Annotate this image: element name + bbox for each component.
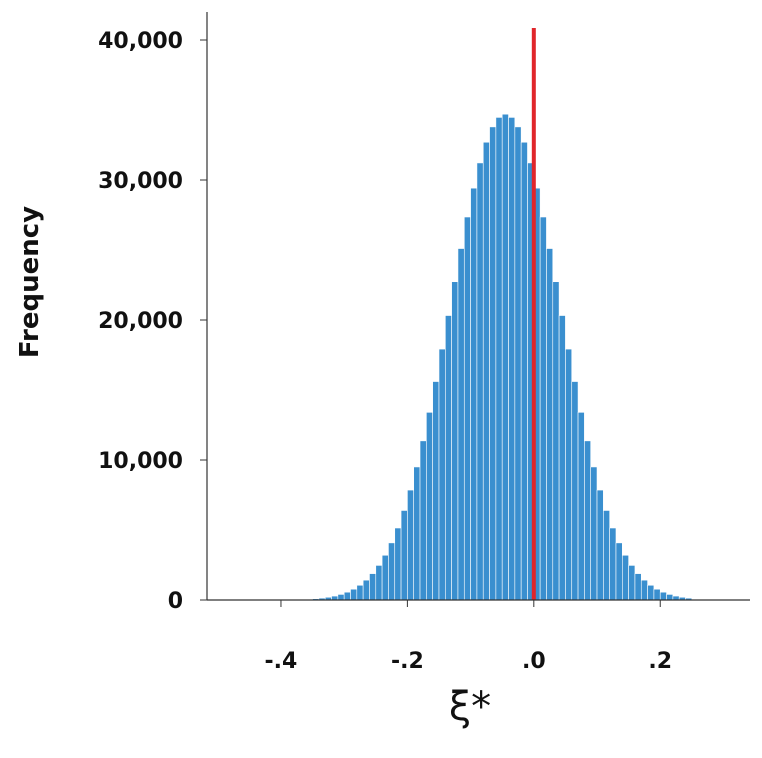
bar — [426, 412, 433, 601]
x-axis-label: ξ* — [449, 684, 491, 730]
bar — [647, 584, 655, 601]
bar — [476, 162, 484, 601]
bar — [407, 489, 415, 601]
bar — [501, 113, 509, 601]
bar — [451, 281, 459, 601]
x-tick-label: -.4 — [265, 649, 298, 674]
bar — [577, 412, 585, 601]
bar — [653, 588, 661, 601]
bar — [622, 554, 629, 601]
bar — [362, 579, 370, 601]
y-axis-label: Frequency — [15, 206, 45, 358]
bar — [628, 565, 636, 601]
bar — [565, 348, 573, 601]
bar — [457, 248, 465, 601]
bar — [495, 117, 503, 601]
bar — [590, 466, 598, 601]
bar — [419, 440, 427, 601]
bar — [640, 579, 648, 601]
bar — [400, 510, 408, 601]
bar — [343, 591, 351, 601]
bar — [558, 315, 566, 601]
bar — [552, 281, 560, 601]
bar — [571, 381, 579, 601]
bar — [584, 440, 592, 601]
bar — [445, 315, 452, 601]
bar — [546, 248, 554, 601]
bar — [375, 565, 383, 601]
bar — [394, 527, 402, 601]
bar — [381, 554, 389, 601]
x-tick-label: -.2 — [391, 649, 424, 674]
bar — [596, 489, 604, 601]
bar — [350, 588, 358, 601]
bar — [520, 141, 528, 601]
y-tick-label: 40,000 — [98, 29, 183, 54]
x-tick-label: .2 — [648, 649, 672, 674]
x-tick-label: .0 — [522, 649, 546, 674]
bar — [514, 126, 522, 601]
bar — [489, 126, 497, 601]
bar — [369, 573, 377, 601]
y-tick-label: 30,000 — [98, 169, 183, 194]
y-tick-label: 0 — [168, 589, 183, 614]
bar — [609, 527, 617, 601]
bar — [438, 348, 446, 601]
bar — [634, 573, 642, 601]
bar — [666, 594, 674, 601]
bar — [659, 591, 667, 601]
bar — [470, 187, 478, 601]
y-tick-label: 10,000 — [98, 449, 183, 474]
bar — [356, 584, 364, 601]
bar — [388, 542, 396, 601]
bar — [615, 542, 623, 601]
bar — [337, 594, 345, 601]
bar — [432, 381, 440, 601]
bar — [603, 510, 610, 601]
y-tick-label: 20,000 — [98, 309, 183, 334]
bar — [413, 466, 421, 601]
bar — [482, 141, 490, 601]
bar — [539, 216, 547, 601]
bar — [463, 216, 471, 601]
bar — [508, 117, 516, 601]
